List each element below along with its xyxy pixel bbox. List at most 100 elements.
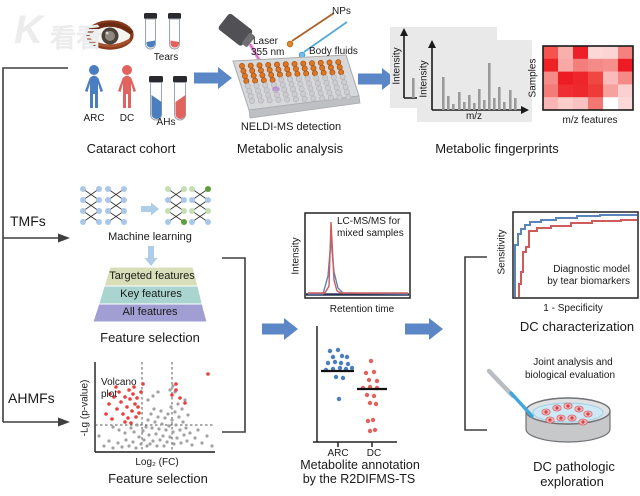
- volcano-point-significant: [121, 412, 125, 416]
- feature-selection-bottom-caption: Feature selection: [108, 471, 208, 486]
- nn-node: [165, 186, 171, 192]
- spectrum-bar: [493, 98, 496, 110]
- well-empty: [345, 94, 352, 101]
- roc-curve-blue: [514, 214, 637, 297]
- volcano-point-significant: [132, 385, 136, 389]
- heatmap-cell: [543, 46, 559, 60]
- person-body: [118, 75, 136, 108]
- volcano-point: [175, 436, 179, 440]
- volcano-point: [166, 412, 170, 416]
- volcano-point-significant: [128, 397, 132, 401]
- sensitivity-label: Sensitivity: [496, 229, 508, 275]
- well-empty: [287, 76, 294, 83]
- annotation-arc-points: [323, 347, 355, 402]
- arc-dot: [345, 361, 351, 367]
- nn-node: [205, 186, 211, 192]
- nn-node: [165, 197, 171, 203]
- volcano-point: [185, 439, 189, 443]
- mz-label: m/z: [465, 111, 483, 122]
- arc-label: ARC: [83, 113, 105, 124]
- well-empty: [297, 80, 304, 87]
- well-sample: [258, 67, 264, 74]
- volcano-point: [183, 398, 187, 402]
- volcano-point: [190, 443, 194, 447]
- well-sample: [303, 70, 310, 77]
- tube-liquid-red: [175, 95, 186, 120]
- well-empty: [288, 81, 295, 88]
- heatmap-cell: [573, 97, 589, 111]
- nn-node: [96, 208, 102, 214]
- well-empty: [316, 85, 323, 92]
- volcano-point: [168, 388, 172, 392]
- volcano-point: [210, 444, 214, 448]
- well-empty: [298, 85, 305, 92]
- volcano-point-significant: [133, 402, 137, 406]
- well-empty: [266, 97, 273, 104]
- tube-cap: [144, 13, 157, 19]
- heatmap-cell: [573, 46, 589, 60]
- cell-nucleus: [555, 406, 559, 410]
- volcano-plot: [94, 362, 215, 453]
- heatmap-cell: [558, 97, 574, 111]
- volcano-point: [176, 402, 180, 406]
- well-sample: [249, 67, 256, 74]
- heatmap-cell: [558, 71, 574, 85]
- neural-networks: [80, 186, 211, 225]
- nn-node: [96, 186, 102, 192]
- heatmap-cell: [543, 58, 559, 72]
- well-empty: [281, 86, 288, 93]
- spectrum-bar: [483, 100, 486, 110]
- tmfs-arrowhead: [58, 233, 70, 243]
- annotation-plot: [313, 326, 397, 447]
- volcano-point: [160, 422, 164, 426]
- nn-node: [105, 186, 111, 192]
- well-sample: [329, 69, 336, 76]
- nn-link: [82, 188, 100, 201]
- samples-label: Samples: [527, 58, 539, 98]
- well-sample: [284, 66, 291, 73]
- volcano-point-significant: [110, 417, 114, 421]
- volcano-point: [147, 433, 151, 437]
- volcano-point-significant: [115, 407, 119, 411]
- volcano-point: [137, 435, 141, 439]
- nn-node: [189, 219, 195, 225]
- spectrum-bar: [463, 102, 466, 110]
- nn-node: [165, 208, 171, 214]
- volcano-point: [161, 434, 165, 438]
- well-sample: [266, 66, 273, 73]
- well-sample: [268, 71, 275, 78]
- volcano-point-significant: [123, 420, 127, 424]
- volcano-label-1: Volcano: [101, 377, 137, 388]
- heatmap-cell: [603, 58, 619, 72]
- volcano-point: [139, 442, 143, 446]
- volcano-point: [170, 418, 174, 422]
- volcano-point: [182, 433, 186, 437]
- well-empty: [256, 92, 263, 99]
- nn-link: [191, 210, 209, 223]
- feature-selection-top-caption: Feature selection: [100, 330, 200, 345]
- volcano-point: [159, 409, 163, 413]
- volcano-point: [164, 428, 168, 432]
- volcano-y-label: -Lg (p-value): [79, 379, 91, 437]
- volcano-point: [116, 441, 120, 445]
- laser-nozzle: [242, 33, 255, 47]
- well-sample: [260, 77, 267, 84]
- heatmap-cell: [603, 84, 619, 98]
- nn-link: [82, 210, 100, 223]
- tube-liquid-blue: [151, 95, 162, 119]
- volcano-point: [146, 398, 150, 402]
- spectrum-bar: [412, 78, 415, 98]
- cell-nucleus: [566, 404, 570, 408]
- arc-dot: [349, 365, 355, 371]
- ahmfs-label: AHMFs: [8, 390, 55, 406]
- heatmap-cell: [588, 97, 604, 111]
- volcano-point-significant: [125, 405, 129, 409]
- volcano-point: [152, 407, 156, 411]
- roc-box: [512, 211, 639, 299]
- arc-dot: [330, 354, 336, 360]
- volcano-point: [102, 444, 106, 448]
- volcano-point: [123, 431, 127, 435]
- dc-characterization-caption: DC characterization: [519, 319, 635, 334]
- arc-dot: [333, 374, 339, 380]
